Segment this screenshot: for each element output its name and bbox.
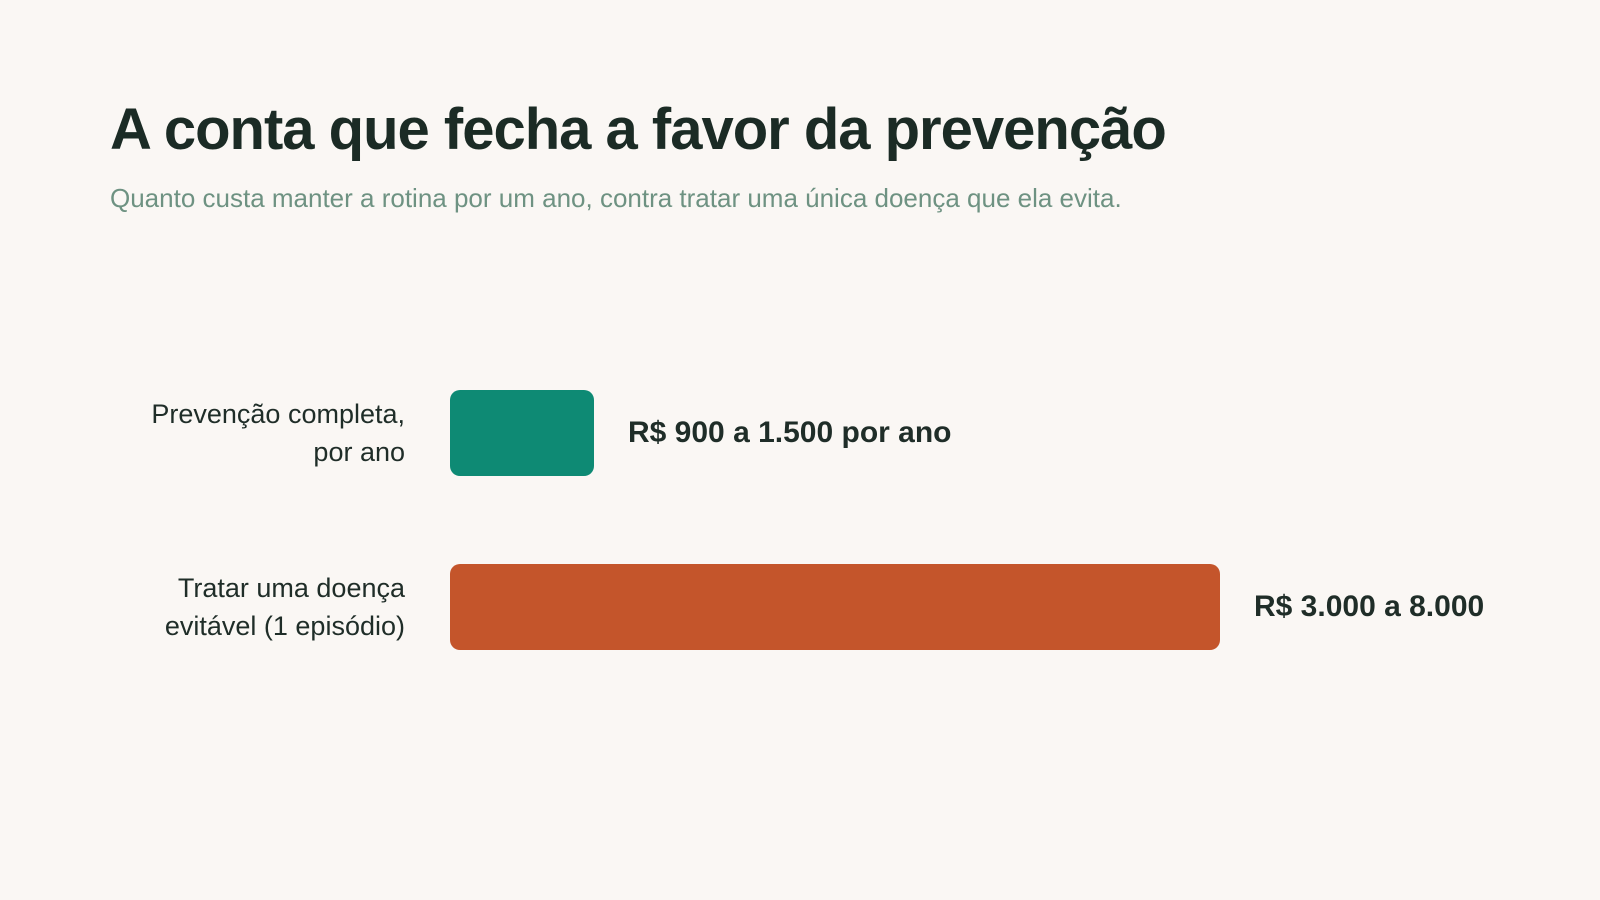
bar-tratamento	[450, 564, 1220, 650]
value-label: R$ 900 a 1.500 por ano	[628, 416, 952, 449]
bar-row: Prevenção completa, por ano R$ 900 a 1.5…	[0, 390, 1600, 476]
value-label: R$ 3.000 a 8.000	[1254, 590, 1485, 623]
category-label: Tratar uma doença evitável (1 episódio)	[75, 569, 405, 645]
bar-row: Tratar uma doença evitável (1 episódio) …	[0, 564, 1600, 650]
category-label-line: Tratar uma doença	[177, 573, 405, 603]
category-label-line: Prevenção completa,	[151, 399, 405, 429]
category-label: Prevenção completa, por ano	[75, 395, 405, 471]
chart-subtitle: Quanto custa manter a rotina por um ano,…	[110, 183, 1122, 213]
category-label-line: evitável (1 episódio)	[164, 611, 405, 641]
bar-prevencao	[450, 390, 594, 476]
chart-title: A conta que fecha a favor da prevenção	[110, 97, 1167, 162]
category-label-line: por ano	[313, 437, 405, 467]
